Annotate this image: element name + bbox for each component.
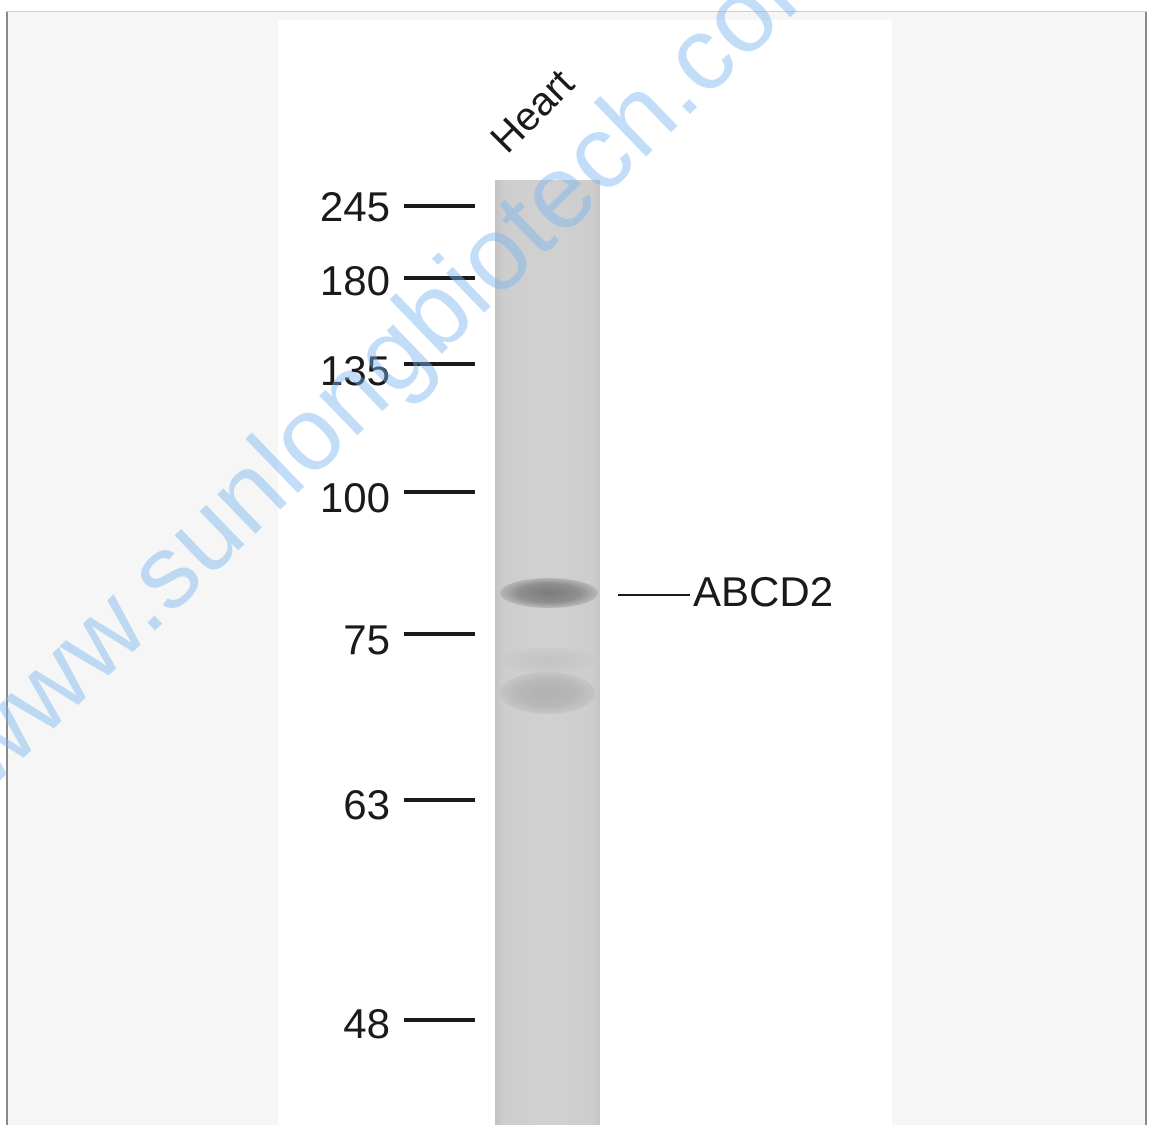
marker-label-48: 48 <box>343 1000 390 1047</box>
marker-tick-48 <box>404 1018 475 1022</box>
target-pointer-line <box>618 594 690 596</box>
marker-label-245: 245 <box>319 183 390 230</box>
marker-tick-135 <box>404 362 475 366</box>
lower-band <box>500 672 595 714</box>
target-protein-label: ABCD2 <box>693 568 834 615</box>
marker-tick-63 <box>404 798 475 802</box>
marker-tick-180 <box>404 276 475 280</box>
marker-tick-75 <box>404 632 475 636</box>
marker-label-135: 135 <box>319 347 390 394</box>
top-border <box>6 0 1147 12</box>
marker-label-180: 180 <box>319 257 390 304</box>
marker-label-75: 75 <box>343 616 390 663</box>
abcd2-band <box>500 578 598 608</box>
faint-band <box>502 648 594 674</box>
marker-tick-100 <box>404 490 475 494</box>
marker-label-63: 63 <box>343 781 390 828</box>
marker-label-100: 100 <box>319 474 390 521</box>
marker-tick-245 <box>404 204 475 208</box>
